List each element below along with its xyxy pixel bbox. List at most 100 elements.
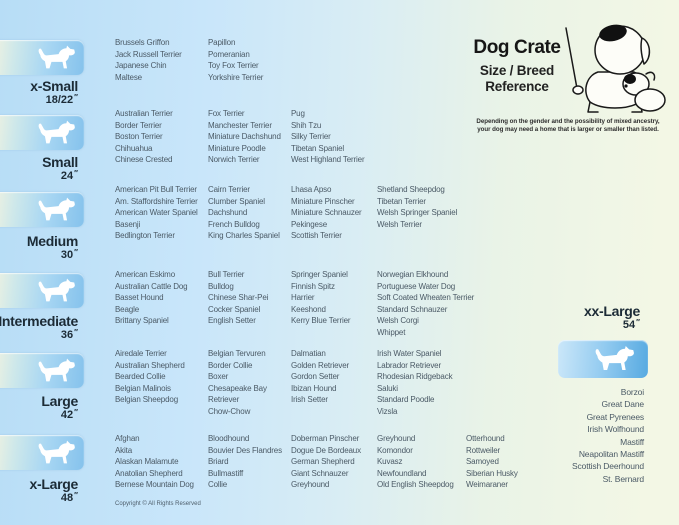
size-inches-large: 42″ [61,408,78,421]
breed-item: Samoyed [466,457,499,466]
inch-mark: ″ [636,318,640,327]
breed-item: Brittany Spaniel [115,316,169,325]
size-badge-intermediate [0,273,84,308]
size-badge-medium [0,192,84,227]
breed-item: Dachshund [208,208,248,217]
breed-item: French Bulldog [208,219,260,229]
breed-item: Siberian Husky [466,468,518,478]
breed-column: Doberman Pinscher Dogue De Bordeaux German… [291,433,377,491]
breed-item: Pekingese [291,219,328,229]
size-badge-large [0,353,84,388]
breed-item: American Water Spaniel [115,208,198,217]
breed-item: Otterhound [466,434,505,443]
size-inches-intermediate: 36″ [61,328,78,341]
size-label-small: Small [42,154,78,170]
medium-dog-silhouette-icon [38,197,75,220]
breed-item: Standard Schnauzer [377,304,448,314]
breed-item: Fox Terrier [208,109,245,118]
breed-item: Border Terrier [115,120,162,130]
breed-item: Bernese Mountain Dog [115,480,194,489]
breed-item: Bedlington Terrier [115,231,175,240]
size-badge-x-large [0,435,84,470]
breed-item: Cairn Terrier [208,185,250,194]
breed-item: Scottish Deerhound [572,461,644,472]
size-number-x-large: 48 [60,492,74,504]
breed-item: Rhodesian Ridgeback [377,372,453,381]
breed-item: Shetland Sheepdog [377,185,445,194]
breed-item: King Charles Spaniel [208,231,280,240]
breed-item: Yorkshire Terrier [208,72,264,82]
breed-item: Komondor [377,445,413,455]
breed-item: Brussels Griffon [115,38,170,47]
cartoon-dogs-illustration [565,24,666,113]
breed-item: Bearded Collie [115,372,166,381]
breed-item: Border Collie [208,360,253,370]
breed-item: Belgian Tervuren [208,349,266,358]
size-badge-x-small [0,40,84,75]
disclaimer-text: Depending on the gender and the possibil… [440,118,679,135]
inch-mark: ″ [74,408,78,417]
breed-column: Otterhound Rottweiler Samoyed Siberian Husk… [466,433,561,491]
breed-item: Miniature Pinscher [291,196,355,206]
size-inches-x-small: 18/22″ [46,93,78,106]
size-label-x-large: x-Large [29,476,79,492]
breed-item: Silky Terrier [291,132,331,141]
breed-item: Great Pyrenees [586,411,645,422]
inch-mark: ″ [74,328,78,337]
breed-item: Lhasa Apso [291,185,332,194]
breed-item: Pomeranian [208,49,250,59]
breed-item: American Pit Bull Terrier [115,185,197,194]
disclaimer-line1: Depending on the gender and the possibil… [476,118,660,125]
breed-item: Australian Terrier [115,109,173,118]
breed-item: Welsh Corgi [377,316,419,325]
size-number-small: 24 [60,170,74,182]
size-number-x-small: 18/22 [45,94,74,106]
size-label-x-small: x-Small [30,78,78,94]
breed-item: Welsh Springer Spaniel [377,208,458,217]
breed-item: Am. Staffordshire Terrier [115,196,198,206]
breed-item: Collie [208,480,228,489]
breed-column: Papillon Pomeranian Toy Fox Terrier Yorkshi… [208,37,292,83]
breed-item: Dogue De Bordeaux [291,445,361,455]
breed-item: Mastiff [620,436,644,447]
breed-item: Manchester Terrier [208,120,272,130]
size-inches-medium: 30″ [61,248,78,261]
x-small-dog-silhouette-icon [38,45,75,68]
breed-item: Whippet [377,327,406,337]
breed-item: Australian Cattle Dog [115,281,188,291]
breed-item: Chihuahua [115,143,153,153]
breed-item: Irish Setter [291,395,328,404]
breed-item: Afghan [115,434,140,443]
breed-item: American Eskimo [115,270,175,279]
breed-item: Toy Fox Terrier [208,61,259,70]
breed-item: Akita [115,445,133,455]
breed-item: Bloodhound [208,434,250,443]
disclaimer-line2: your dog may need a home that is larger … [477,126,659,134]
breed-item: Springer Spaniel [291,270,348,279]
poster-title: Dog Crate [473,37,561,58]
breed-item: Bulldog [208,281,234,291]
breed-item: Chinese Shar-Pei [208,293,269,302]
breed-item: Miniature Schnauzer [291,208,362,217]
breed-item: Kuvasz [377,457,403,466]
breed-item: Finnish Spitz [291,281,335,291]
breed-item: Belgian Malinois [115,383,171,393]
breed-column: Greyhound Komondor Kuvasz Newfoundland Old E… [377,433,509,491]
breed-item: Chow-Chow [208,406,251,416]
breed-item: Doberman Pinscher [291,434,360,443]
xxl-size-number: 54 [622,319,636,331]
breed-column: Lhasa Apso Miniature Pinscher Miniature Sc… [291,184,377,242]
x-large-dog-silhouette-icon [38,440,75,463]
size-label-xx-large: xx-Large [584,303,640,319]
breed-item: Gordon Setter [291,372,340,381]
breed-item: Neapolitan Mastiff [578,449,644,460]
poster-subtitle-line1: Size / Breed [479,63,555,78]
breed-item: Standard Poodle [377,395,435,404]
breed-item: Bull Terrier [208,270,245,279]
breed-item: Dalmatian [291,349,326,358]
breed-item: Harrier [291,293,315,302]
breed-item: English Setter [208,316,256,325]
breed-column: American Eskimo Australian Cattle Dog Bass… [115,269,207,327]
xx-large-dog-silhouette-icon [595,345,634,370]
